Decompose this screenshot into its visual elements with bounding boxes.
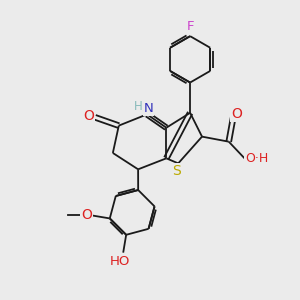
Text: S: S <box>172 164 181 178</box>
Text: HO: HO <box>110 255 130 268</box>
Text: O: O <box>231 107 242 121</box>
Text: F: F <box>186 20 194 33</box>
Text: H: H <box>134 100 143 112</box>
Text: O: O <box>84 109 94 123</box>
Text: O·H: O·H <box>245 152 268 165</box>
Text: N: N <box>144 102 153 115</box>
Text: O: O <box>81 208 92 222</box>
